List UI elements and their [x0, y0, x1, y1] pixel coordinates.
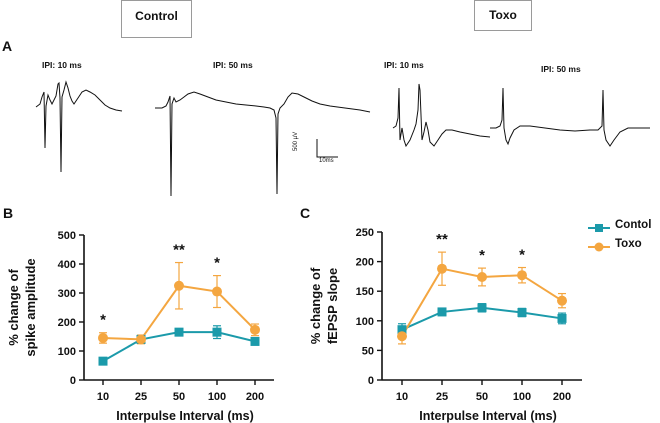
y-tick-label: 200 — [58, 317, 76, 329]
data-point-contol — [397, 325, 407, 335]
data-point-toxo — [212, 286, 222, 297]
x-tick-label: 200 — [553, 391, 571, 403]
significance-marker: * — [519, 247, 525, 264]
data-point-toxo — [437, 263, 447, 274]
x-axis-label: Interpulse Interval (ms) — [116, 409, 254, 423]
significance-marker: * — [479, 247, 485, 264]
toxo-group-box: Toxo — [474, 0, 532, 31]
x-axis-label: Interpulse Interval (ms) — [419, 409, 557, 423]
data-point-toxo — [98, 332, 108, 343]
x-tick-label: 10 — [396, 391, 408, 403]
data-point-contol — [477, 303, 487, 313]
y-tick-label: 50 — [362, 345, 374, 357]
y-axis-label: fEPSP slope — [325, 268, 340, 344]
traces-layer — [35, 80, 650, 197]
trace-control-ipi-10 — [35, 80, 123, 173]
scale-label-time: 10ms — [319, 158, 334, 164]
data-point-contol — [437, 307, 447, 317]
data-point-contol — [174, 327, 184, 337]
y-tick-label: 100 — [356, 316, 374, 328]
y-axis-label: % change of — [308, 267, 323, 344]
data-point-toxo — [397, 331, 407, 342]
y-tick-label: 150 — [356, 286, 374, 298]
ipi-label-toxo-10: IPI: 10 ms — [384, 60, 424, 70]
x-tick-label: 10 — [97, 391, 109, 403]
x-tick-label: 50 — [476, 391, 488, 403]
scale-bar — [316, 139, 338, 158]
legend-contol-label: Contol — [615, 219, 652, 231]
data-point-toxo — [174, 280, 184, 291]
data-point-toxo — [517, 270, 527, 281]
x-tick-label: 100 — [513, 391, 531, 403]
data-point-contol — [517, 308, 527, 318]
y-tick-label: 500 — [58, 230, 76, 242]
x-tick-label: 50 — [173, 391, 185, 403]
chart-spike-amplitude: 0 100 200 300 400 500 10 25 50 100 200 Interpulse I… — [6, 230, 274, 423]
x-tick-label: 25 — [436, 391, 448, 403]
legend-toxo-marker — [594, 242, 604, 252]
data-point-toxo — [477, 271, 487, 282]
x-tick-label: 100 — [208, 391, 226, 403]
significance-marker: * — [214, 255, 220, 272]
panel-label-a: A — [2, 38, 13, 54]
y-tick-label: 100 — [58, 346, 76, 358]
control-group-box: Control — [121, 0, 192, 38]
y-axis-label: spike amplitude — [23, 258, 38, 356]
trace-control-ipi-50 — [155, 91, 371, 197]
y-tick-label: 300 — [58, 288, 76, 300]
ipi-label-control-10: IPI: 10 ms — [42, 60, 82, 70]
significance-marker: ** — [173, 242, 185, 259]
data-point-toxo — [136, 334, 146, 345]
y-tick-label: 0 — [70, 375, 76, 387]
legend-contol-marker — [595, 224, 603, 232]
ipi-label-control-50: IPI: 50 ms — [213, 60, 253, 70]
x-tick-label: 25 — [135, 391, 147, 403]
y-tick-label: 0 — [368, 375, 374, 387]
y-tick-label: 200 — [356, 257, 374, 269]
data-point-contol — [212, 327, 222, 337]
legend: Contol Toxo — [588, 218, 660, 263]
data-point-toxo — [250, 324, 260, 335]
y-tick-label: 400 — [58, 259, 76, 271]
x-tick-label: 200 — [246, 391, 264, 403]
data-point-contol — [557, 313, 567, 323]
panel-label-b: B — [3, 205, 14, 221]
y-tick-label: 250 — [356, 227, 374, 239]
legend-toxo-label: Toxo — [615, 238, 642, 250]
significance-marker: ** — [436, 231, 448, 248]
trace-toxo-ipi-50 — [490, 87, 650, 147]
chart-fepsp-slope: 0 50 100 150 200 250 10 25 50 100 200 Interpulse In… — [308, 227, 582, 423]
data-point-toxo — [557, 295, 567, 306]
data-point-contol — [98, 356, 108, 366]
y-axis-label: % change of — [6, 269, 21, 346]
scale-label-voltage: 500 µV — [293, 131, 299, 151]
ipi-label-toxo-50: IPI: 50 ms — [541, 64, 581, 74]
trace-toxo-ipi-10 — [392, 83, 491, 148]
panel-label-c: C — [300, 205, 311, 221]
data-point-contol — [250, 336, 260, 346]
significance-marker: * — [100, 312, 106, 329]
